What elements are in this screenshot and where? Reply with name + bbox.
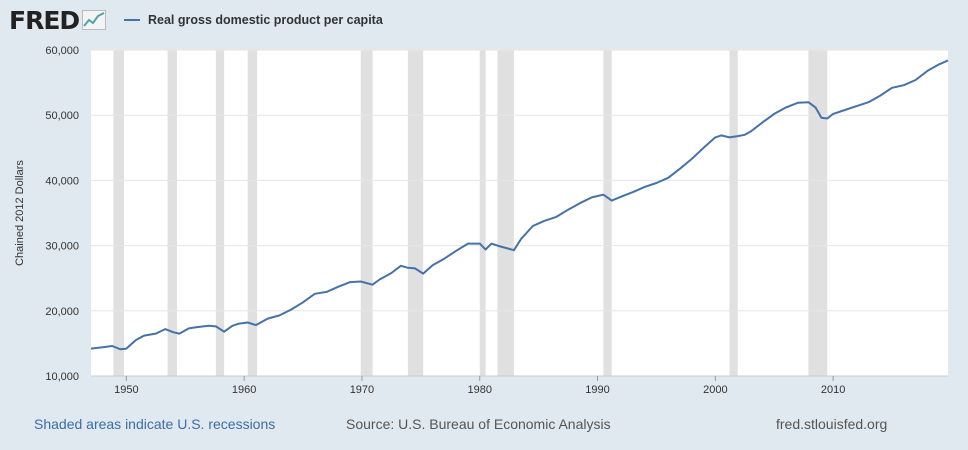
x-tick-label: 2000 bbox=[703, 384, 727, 396]
x-tick-label: 2010 bbox=[821, 384, 845, 396]
recession-band bbox=[167, 50, 177, 376]
recession-band bbox=[603, 50, 612, 376]
y-axis-label: Chained 2012 Dollars bbox=[14, 160, 26, 266]
recession-band bbox=[729, 50, 738, 376]
recession-band bbox=[247, 50, 258, 376]
legend-swatch bbox=[124, 19, 140, 21]
x-tick-label: 1980 bbox=[468, 384, 492, 396]
y-tick-label: 40,000 bbox=[45, 175, 79, 187]
recession-band bbox=[497, 50, 514, 376]
y-tick-label: 30,000 bbox=[45, 241, 79, 253]
fred-logo-text: FRED bbox=[9, 5, 80, 35]
y-tick-label: 10,000 bbox=[45, 371, 79, 383]
line-graph-icon bbox=[82, 10, 107, 30]
recession-band bbox=[360, 50, 373, 376]
recession-band bbox=[407, 50, 424, 376]
gdp-line-chart: 10,000 20,000 30,000 40,000 50,000 60,000 1950… bbox=[14, 45, 949, 396]
y-tick-label: 60,000 bbox=[45, 45, 79, 57]
plot-area bbox=[91, 50, 948, 376]
recession-bands bbox=[113, 50, 828, 376]
y-tick-label: 20,000 bbox=[45, 306, 79, 318]
recession-band bbox=[808, 50, 828, 376]
recession-band bbox=[479, 50, 486, 376]
chart-legend: Real gross domestic product per capita bbox=[124, 10, 383, 30]
x-tick-label: 1960 bbox=[232, 384, 256, 396]
series-layer bbox=[90, 59, 949, 351]
legend-label: Real gross domestic product per capita bbox=[148, 13, 383, 27]
x-tick-label: 1990 bbox=[585, 384, 609, 396]
axis-ticks: 10,000 20,000 30,000 40,000 50,000 60,000 1950… bbox=[45, 45, 845, 396]
y-tick-label: 50,000 bbox=[45, 110, 79, 122]
recession-band bbox=[215, 50, 225, 376]
source-text: Source: U.S. Bureau of Economic Analysis bbox=[346, 416, 611, 432]
series-line-gdp-per-capita bbox=[90, 59, 949, 351]
recession-band bbox=[113, 50, 124, 376]
fred-logo[interactable]: FRED bbox=[9, 5, 107, 35]
site-url: fred.stlouisfed.org bbox=[776, 416, 888, 432]
x-tick-label: 1950 bbox=[114, 384, 138, 396]
gridlines bbox=[91, 49, 948, 377]
x-tick-label: 1970 bbox=[350, 384, 374, 396]
recession-note-link[interactable]: Shaded areas indicate U.S. recessions bbox=[34, 416, 276, 432]
